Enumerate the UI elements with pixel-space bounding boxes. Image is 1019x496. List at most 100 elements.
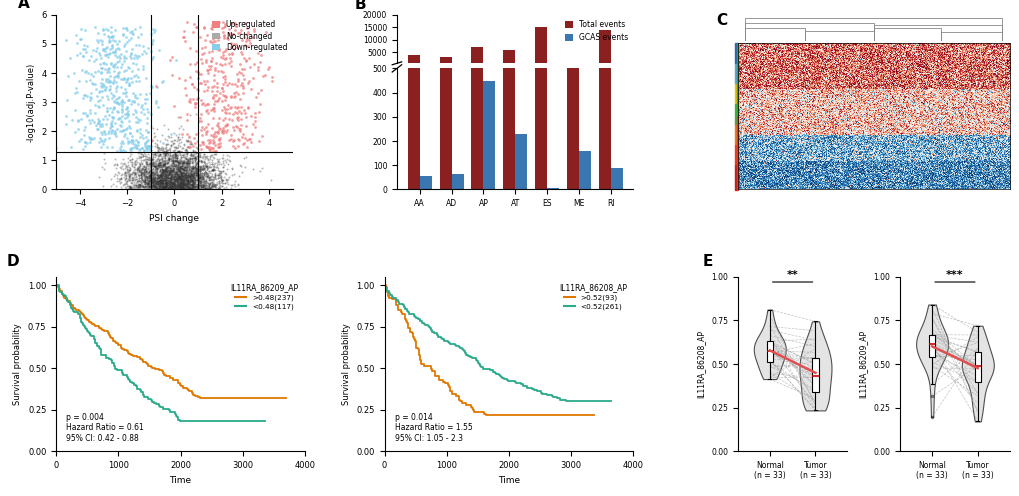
Point bbox=[182, 149, 199, 157]
Point bbox=[144, 136, 160, 144]
Point bbox=[190, 174, 206, 182]
Point bbox=[196, 178, 212, 186]
Point bbox=[189, 182, 205, 190]
Point bbox=[167, 150, 183, 158]
Point bbox=[168, 173, 184, 181]
Point bbox=[180, 185, 197, 193]
Point bbox=[152, 150, 168, 158]
Point bbox=[195, 183, 211, 191]
Point bbox=[153, 170, 169, 178]
Point bbox=[151, 174, 167, 182]
Point bbox=[153, 180, 169, 187]
Point bbox=[137, 178, 153, 186]
Point bbox=[232, 109, 249, 117]
Point bbox=[180, 182, 197, 190]
Point bbox=[166, 162, 182, 170]
Point bbox=[127, 185, 144, 193]
Point bbox=[171, 185, 187, 193]
Point bbox=[113, 183, 129, 191]
Point bbox=[154, 167, 170, 175]
Point bbox=[152, 173, 168, 181]
Point bbox=[211, 160, 227, 168]
Point bbox=[162, 174, 178, 182]
Point bbox=[187, 182, 204, 190]
Point bbox=[178, 179, 195, 187]
Point bbox=[190, 180, 206, 188]
Point bbox=[195, 165, 211, 173]
Point bbox=[169, 133, 185, 141]
Point bbox=[154, 172, 170, 180]
Point bbox=[193, 151, 209, 159]
Point bbox=[154, 182, 170, 190]
Point bbox=[158, 183, 174, 191]
Point bbox=[122, 34, 139, 42]
Point bbox=[145, 173, 161, 181]
Point bbox=[177, 181, 194, 189]
Point bbox=[146, 181, 162, 189]
Point bbox=[161, 183, 177, 190]
Point bbox=[102, 50, 118, 58]
Point bbox=[159, 179, 175, 187]
Point bbox=[175, 182, 192, 190]
Point bbox=[164, 180, 180, 188]
Point bbox=[118, 177, 135, 185]
Point bbox=[182, 177, 199, 185]
Point bbox=[166, 180, 182, 187]
Point bbox=[192, 185, 208, 193]
Point bbox=[159, 125, 175, 133]
Point bbox=[159, 179, 175, 186]
Point bbox=[193, 182, 209, 190]
Point bbox=[186, 20, 203, 28]
Point bbox=[173, 185, 190, 192]
Point bbox=[139, 160, 155, 168]
Point bbox=[176, 157, 193, 165]
Point bbox=[107, 71, 123, 79]
Point bbox=[161, 180, 177, 187]
Point bbox=[173, 164, 190, 172]
Point bbox=[142, 145, 158, 153]
Point bbox=[182, 175, 199, 183]
Point bbox=[219, 176, 235, 184]
Point bbox=[151, 185, 167, 192]
Point bbox=[113, 60, 129, 67]
Point bbox=[215, 180, 231, 187]
Point bbox=[159, 150, 175, 158]
Point bbox=[240, 103, 257, 111]
Point bbox=[157, 180, 173, 187]
Point bbox=[178, 164, 195, 172]
Point bbox=[206, 180, 222, 188]
Point bbox=[132, 108, 149, 116]
Point bbox=[185, 185, 202, 192]
Point bbox=[166, 143, 182, 151]
Point bbox=[159, 179, 175, 186]
Point bbox=[172, 168, 189, 176]
Point bbox=[228, 43, 245, 51]
Point bbox=[186, 147, 203, 155]
Point bbox=[212, 139, 228, 147]
Point bbox=[147, 177, 163, 185]
Point bbox=[138, 165, 154, 173]
Point bbox=[191, 178, 207, 186]
Point bbox=[181, 111, 198, 119]
Point bbox=[96, 59, 112, 67]
Point bbox=[122, 182, 139, 190]
Point bbox=[173, 175, 190, 183]
Point bbox=[152, 174, 168, 182]
Point bbox=[105, 62, 121, 69]
Point bbox=[146, 150, 162, 158]
Point bbox=[143, 166, 159, 174]
Point bbox=[149, 136, 165, 144]
Point bbox=[150, 170, 166, 178]
Point bbox=[165, 159, 181, 167]
Point bbox=[117, 160, 133, 168]
Point bbox=[168, 174, 184, 182]
Point bbox=[202, 169, 218, 177]
Point bbox=[141, 154, 157, 162]
Point bbox=[198, 181, 214, 189]
Point bbox=[175, 141, 192, 149]
Point bbox=[158, 165, 174, 173]
Point bbox=[200, 169, 216, 177]
Point bbox=[135, 177, 151, 185]
Point bbox=[165, 174, 181, 182]
Point bbox=[154, 169, 170, 177]
